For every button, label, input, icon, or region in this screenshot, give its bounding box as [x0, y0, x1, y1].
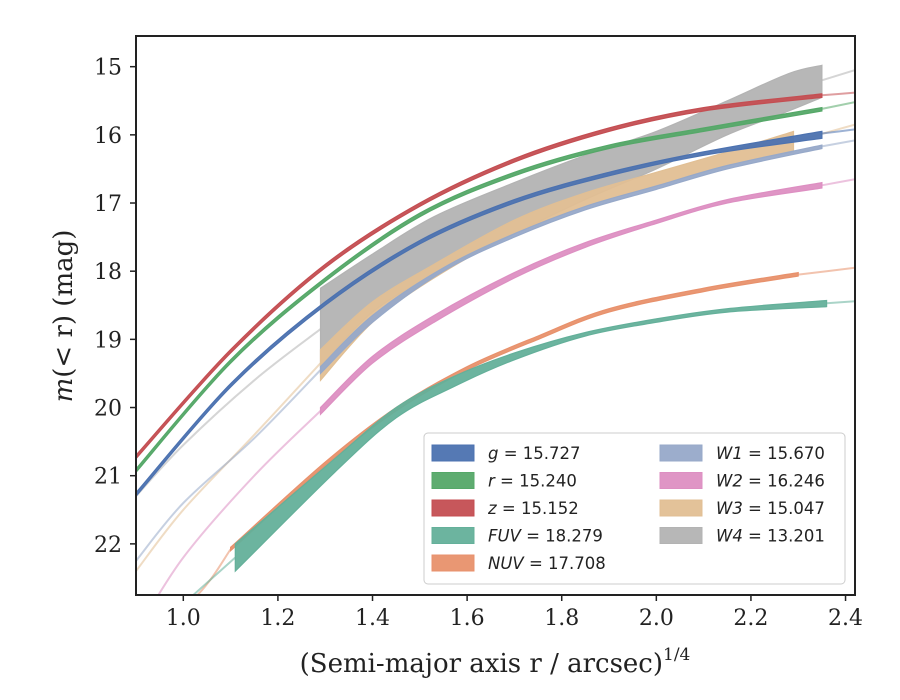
- legend-swatch-fuv: [431, 527, 475, 544]
- x-tick-label: 2.4: [828, 606, 863, 631]
- series-w4-extrapolation: [136, 328, 322, 497]
- series-w1-extrapolation: [136, 369, 322, 562]
- x-tick-label: 1.4: [355, 606, 390, 631]
- series-g-tail: [821, 128, 855, 135]
- y-tick-label: 22: [94, 533, 122, 558]
- series-nuv-tail: [798, 266, 855, 276]
- y-tick-label: 16: [94, 124, 122, 149]
- series-w2-tail: [821, 178, 855, 187]
- series-r-tail: [821, 101, 855, 110]
- legend-label-w3: W3 = 15.047: [716, 499, 825, 518]
- series-w2-band: [319, 181, 823, 416]
- series-r-band: [136, 106, 823, 474]
- tick-layer: 1.0 1.2 1.4 1.6 1.8 2.0 2.2 2.4 15 16 17 18 19 20 21 22: [94, 56, 863, 631]
- legend-swatch-z: [431, 499, 475, 517]
- series-fuv-extrapolation: [191, 556, 236, 595]
- legend-label-r: r = 15.240: [488, 472, 577, 491]
- y-axis-label: m(< r) (mag): [49, 230, 79, 403]
- legend-swatch-w4: [659, 527, 703, 544]
- x-tick-label: 1.2: [260, 606, 295, 631]
- x-tick-label: 1.0: [166, 606, 201, 631]
- x-tick-label: 2.0: [639, 606, 674, 631]
- series-nuv-extrapolation: [196, 548, 232, 595]
- x-tick-label: 2.2: [733, 606, 768, 631]
- x-axis-label: (Semi-major axis r / arcsec)1/4: [300, 645, 691, 679]
- y-tick-label: 17: [94, 192, 122, 217]
- legend-swatch-r: [431, 472, 475, 489]
- series-w1-tail: [821, 139, 855, 148]
- series-w1-band: [319, 144, 823, 375]
- series-layer: [136, 64, 855, 595]
- legend-label-g: g = 15.727: [488, 444, 581, 463]
- series-w2-extrapolation: [157, 410, 322, 595]
- y-axis-label-arg: (< r): [49, 315, 79, 378]
- y-tick-label: 18: [94, 260, 122, 285]
- legend-swatch-g: [431, 444, 475, 462]
- series-g-band: [136, 130, 823, 498]
- y-tick-label: 20: [94, 397, 122, 422]
- y-tick-label: 19: [94, 328, 122, 353]
- legend-label-w4: W4 = 13.201: [716, 527, 825, 546]
- legend-swatch-w1: [659, 444, 703, 462]
- series-w4-tail: [821, 69, 855, 82]
- legend-label-w2: W2 = 16.246: [716, 472, 825, 491]
- y-tick-label: 15: [94, 56, 122, 81]
- series-w4-band: [319, 64, 823, 369]
- legend-label-fuv: FUV = 18.279: [488, 527, 603, 546]
- y-tick-label: 21: [94, 465, 122, 490]
- legend: g = 15.727 r = 15.240 z = 15.152 FUV = 18.2…: [423, 432, 846, 585]
- legend-label-nuv: NUV = 17.708: [488, 554, 606, 573]
- plot-frame: [135, 35, 856, 596]
- x-tick-label: 1.8: [544, 606, 579, 631]
- legend-box: [423, 432, 846, 585]
- x-tick-label: 1.6: [450, 606, 485, 631]
- legend-swatch-w3: [659, 499, 703, 517]
- series-fuv-band: [234, 299, 828, 573]
- series-fuv-tail: [826, 300, 855, 305]
- legend-label-z: z = 15.152: [487, 499, 579, 518]
- series-z-band: [136, 93, 823, 460]
- series-z-tail: [821, 91, 855, 97]
- series-w3-extrapolation: [136, 362, 322, 572]
- legend-swatch-nuv: [431, 554, 475, 572]
- legend-label-w1: W1 = 15.670: [716, 444, 825, 463]
- legend-swatch-w2: [659, 472, 703, 489]
